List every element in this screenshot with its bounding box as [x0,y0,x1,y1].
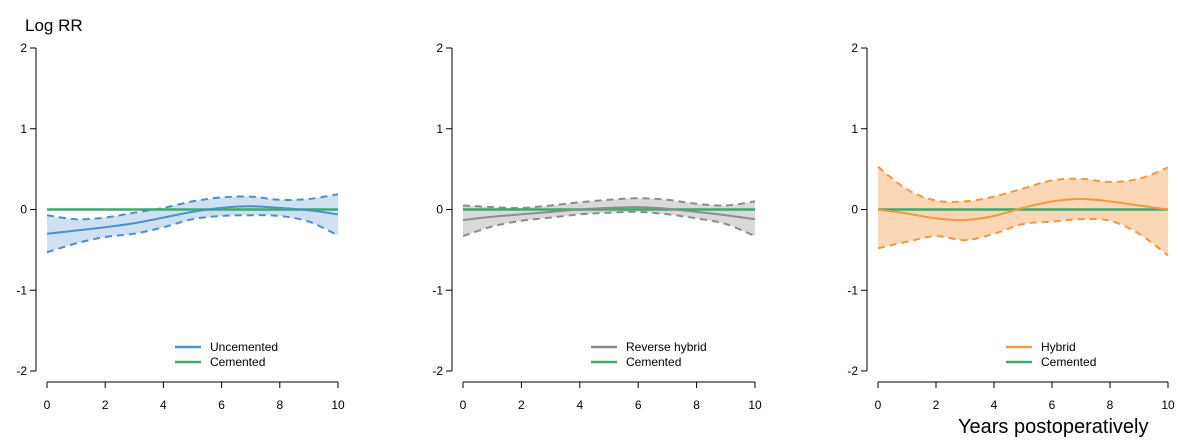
y-tick-label: 0 [851,203,858,217]
y-tick-label: -2 [847,364,858,378]
y-tick-label: 1 [20,122,27,136]
y-tick-label: 0 [436,203,443,217]
legend-label: Cemented [210,355,265,369]
upper-ci-line [462,197,756,209]
x-tick-label: 8 [693,398,700,412]
y-tick-label: 1 [436,122,443,136]
legend-label: Uncemented [210,340,278,354]
upper-ci-line [877,165,1169,204]
x-tick-label: 0 [44,398,51,412]
x-tick-label: 10 [331,398,345,412]
lower-ci-line [462,210,756,238]
lower-ci-line [877,218,1169,257]
x-tick-label: 8 [276,398,283,412]
y-tick-label: -1 [847,283,858,297]
x-tick-label: 0 [875,398,882,412]
legend-label: Cemented [626,355,681,369]
legend-label: Reverse hybrid [626,340,707,354]
y-tick-label: 1 [851,122,858,136]
legend-label: Hybrid [1041,340,1076,354]
x-tick-label: 8 [1107,398,1114,412]
y-tick-label: 0 [20,203,27,217]
confidence-band [878,166,1168,256]
x-tick-label: 2 [102,398,109,412]
upper-ci-line [46,193,339,221]
x-axis-label: Years postoperatively [958,416,1149,438]
y-tick-label: -1 [16,283,27,297]
lower-ci-line [46,214,339,254]
y-axis-label: Log RR [25,16,83,35]
estimate-line [46,205,339,235]
x-tick-label: 4 [160,398,167,412]
x-tick-label: 6 [1049,398,1056,412]
y-tick-label: -2 [16,364,27,378]
y-tick-label: 2 [436,41,443,55]
x-tick-label: 4 [576,398,583,412]
x-tick-label: 4 [991,398,998,412]
estimate-line [462,206,756,221]
x-tick-label: 10 [748,398,762,412]
x-tick-label: 2 [518,398,525,412]
x-tick-label: 6 [218,398,225,412]
x-tick-label: 0 [460,398,467,412]
estimate-line [877,197,1169,222]
x-tick-label: 2 [933,398,940,412]
x-tick-label: 10 [1161,398,1175,412]
y-tick-label: 2 [20,41,27,55]
x-tick-label: 6 [635,398,642,412]
y-tick-label: -2 [432,364,443,378]
y-tick-label: 2 [851,41,858,55]
legend-label: Cemented [1041,355,1096,369]
y-tick-label: -1 [432,283,443,297]
